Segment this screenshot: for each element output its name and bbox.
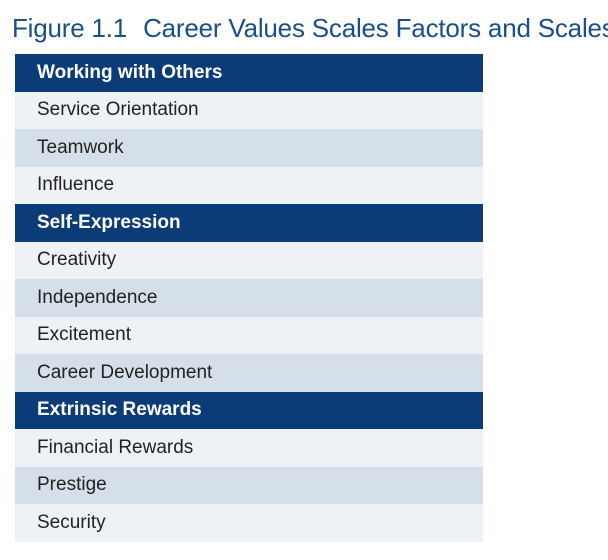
scale-row-excitement: Excitement xyxy=(15,316,483,354)
scale-row-service-orientation: Service Orientation xyxy=(15,91,483,129)
scale-row-influence: Influence xyxy=(15,166,483,204)
scale-row-teamwork: Teamwork xyxy=(15,129,483,167)
scale-row-prestige: Prestige xyxy=(15,466,483,504)
factor-header-extrinsic-rewards: Extrinsic Rewards xyxy=(15,391,483,429)
scale-row-career-development: Career Development xyxy=(15,354,483,392)
factor-header-self-expression: Self-Expression xyxy=(15,204,483,242)
figure-label: Figure 1.1 xyxy=(12,13,128,43)
scale-row-security: Security xyxy=(15,504,483,542)
scale-row-independence: Independence xyxy=(15,279,483,317)
figure-title: Figure 1.1 Career Values Scales Factors a… xyxy=(12,12,608,44)
factor-header-working-with-others: Working with Others xyxy=(15,54,483,92)
figure-caption: Career Values Scales Factors and Scales xyxy=(143,13,608,43)
career-values-table: Working with Others Service Orientation … xyxy=(15,54,483,542)
scale-row-creativity: Creativity xyxy=(15,241,483,279)
scale-row-financial-rewards: Financial Rewards xyxy=(15,429,483,467)
